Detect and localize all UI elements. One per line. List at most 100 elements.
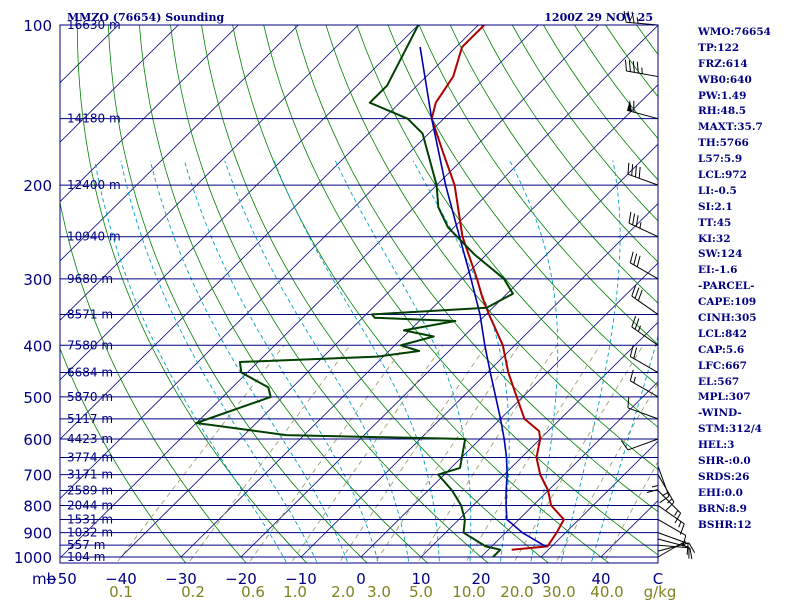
index-item: BRN:8.9 (698, 502, 747, 515)
mixing-ratio-line (290, 345, 444, 563)
isotherm-line (300, 202, 658, 558)
index-item: STM:312/4 (698, 423, 762, 436)
pressure-tick-label: 600 (23, 431, 52, 449)
index-item: TH:5766 (698, 137, 749, 150)
wind-barb (657, 505, 685, 535)
index-item: CAP:5.6 (698, 343, 745, 356)
isotherm-line (60, 25, 359, 321)
isotherm-line (60, 25, 479, 440)
mixing-ratio-tick-label: 2.0 (331, 583, 355, 600)
index-item: HEL:3 (698, 439, 735, 452)
index-item: -PARCEL- (698, 280, 755, 293)
dry-adiabat-line (139, 25, 429, 563)
wind-barb (631, 285, 659, 315)
temperature-tick-label: −20 (225, 570, 257, 588)
moist-adiabat-line (509, 160, 559, 563)
wind-barb (631, 316, 659, 346)
index-item: TP:122 (698, 41, 740, 54)
moist-adiabat-line (560, 160, 621, 563)
index-item: RH:48.5 (698, 105, 747, 118)
mixing-ratio-tick-label: 30.0 (542, 583, 575, 600)
isotherm-line (60, 25, 239, 203)
mixing-ratio-tick-label: 0.2 (181, 583, 205, 600)
pressure-tick-label: 100 (23, 17, 52, 35)
wind-barb (657, 538, 690, 559)
height-label: 3774 m (67, 450, 113, 464)
wind-barb (657, 532, 689, 556)
index-item: LFC:667 (698, 359, 747, 372)
mixing-ratio-line (464, 345, 601, 563)
background-lines (60, 25, 658, 563)
dry-adiabat-line (449, 25, 658, 304)
isobars (60, 24, 658, 558)
pressure-tick-label: 200 (23, 177, 52, 195)
mixing-ratio-line (115, 345, 285, 563)
dry-adiabat-line (418, 25, 658, 345)
mixing-ratio-line (416, 345, 558, 563)
isotherm-line (60, 25, 599, 558)
pressure-tick-label: 400 (23, 337, 52, 355)
temperature-tick-label: 20 (471, 570, 490, 588)
index-item: PW:1.49 (698, 89, 747, 102)
index-item: SHR-:0.0 (698, 455, 751, 468)
index-item: EI:-1.6 (698, 264, 738, 277)
mixing-ratio-line (374, 345, 520, 563)
dry-adiabat-line (60, 200, 247, 563)
wind-barb (626, 99, 659, 120)
index-item: SRDS:26 (698, 470, 750, 483)
index-item: KI:32 (698, 232, 731, 245)
index-item: MAXT:35.7 (698, 121, 763, 134)
isotherm-line (540, 440, 658, 558)
temperature-tick-label: −40 (105, 570, 137, 588)
height-label: 16630 m (67, 18, 121, 32)
index-item: CAPE:109 (698, 296, 757, 309)
height-label: 12400 m (67, 178, 121, 192)
station-title: MMZO (76654) Sounding (67, 11, 224, 24)
height-label: 5870 m (67, 390, 113, 404)
pressure-unit-label: mb (32, 570, 56, 588)
moist-adiabat-line (120, 160, 318, 563)
height-label: 1032 m (67, 526, 113, 540)
sounding-time: 1200Z 29 NOV 25 (544, 11, 653, 24)
height-label: 104 m (67, 550, 105, 564)
temperature-tick-label: −50 (45, 570, 77, 588)
height-label: 10940 m (67, 230, 121, 244)
wind-barb (624, 59, 659, 78)
temperature-tick-label: 0 (356, 570, 366, 588)
index-item: LI:-0.5 (698, 184, 737, 197)
parcel-profile-line (419, 46, 547, 548)
dry-adiabat-line (60, 347, 187, 563)
index-item: -WIND- (698, 407, 742, 420)
dry-adiabat-line (356, 25, 658, 428)
wind-barb (629, 251, 659, 280)
height-label: 2589 m (67, 484, 113, 498)
height-label: 9680 m (67, 272, 113, 286)
moist-adiabat-line (334, 160, 472, 563)
isotherm-line (60, 25, 299, 262)
index-item: FRZ:614 (698, 57, 748, 70)
isotherm-line (60, 25, 539, 500)
isotherm-line (420, 321, 658, 558)
dry-adiabat-line (325, 25, 658, 470)
index-item: CINH:305 (698, 312, 757, 325)
height-label: 8571 m (67, 307, 113, 321)
mixing-ratio-line (248, 345, 406, 563)
wind-barb (657, 466, 670, 504)
mixing-ratio-tick-label: 20.0 (500, 583, 533, 600)
dry-adiabat-line (480, 25, 658, 263)
height-label: 1531 m (67, 512, 113, 526)
temperature-axis-labels: −50 −40 −30 −20 −10 0 10 20 30 40 C (45, 570, 663, 588)
mixing-ratio-labels: 0.1 0.2 0.6 1.0 2.0 3.0 5.0 10.0 20.0 30.0 40.0 g/k… (109, 583, 676, 600)
dry-adiabat-line (232, 25, 610, 563)
moist-adiabat-line (224, 160, 410, 563)
wind-barb (627, 396, 659, 420)
mixing-ratio-line (513, 345, 644, 563)
moist-adiabat-line (590, 334, 658, 563)
wind-barb (629, 345, 659, 373)
index-item: LCL:842 (698, 327, 747, 340)
mixing-ratio-tick-label: 5.0 (409, 583, 433, 600)
height-label: 3171 m (67, 468, 113, 482)
mixing-ratio-tick-label: 0.6 (241, 583, 265, 600)
